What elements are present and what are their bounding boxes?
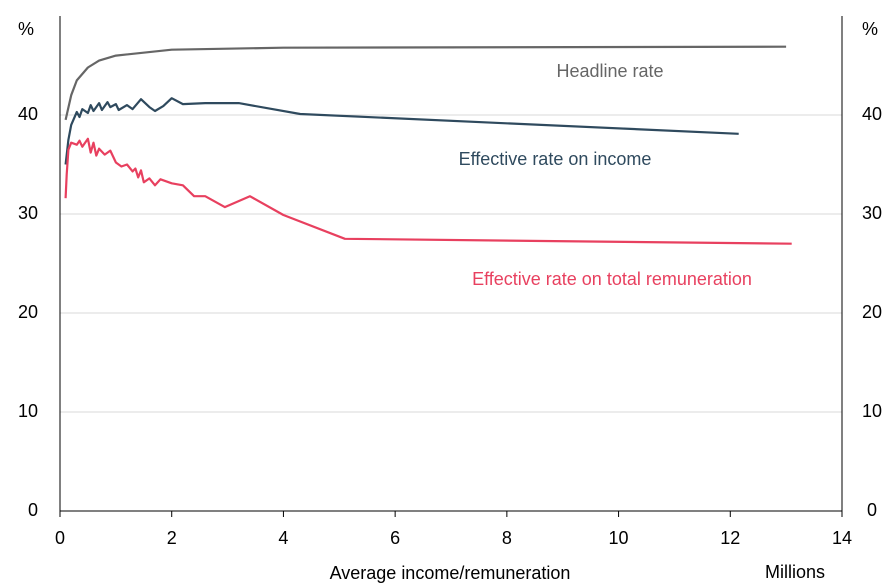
y-tick-label-right: 20	[862, 302, 882, 322]
x-unit: Millions	[765, 562, 825, 582]
y-tick-label: 0	[28, 500, 38, 520]
series-line	[64, 137, 792, 245]
x-tick-label: 8	[502, 528, 512, 548]
x-tick-label: 6	[390, 528, 400, 548]
y-tick-label-right: 40	[862, 104, 882, 124]
y-tick-label: 20	[18, 302, 38, 322]
x-tick-label: 0	[55, 528, 65, 548]
y-unit-right: %	[862, 19, 878, 39]
y-tick-label-right: 30	[862, 203, 882, 223]
y-unit-left: %	[18, 19, 34, 39]
y-tick-label-right: 0	[867, 500, 877, 520]
series-label: Effective rate on total remuneration	[472, 269, 752, 289]
x-axis-label: Average income/remuneration	[330, 563, 571, 583]
y-tick-label: 30	[18, 203, 38, 223]
series-line	[64, 45, 787, 121]
x-tick-label: 14	[832, 528, 852, 548]
x-tick-label: 4	[278, 528, 288, 548]
x-tick-label: 12	[720, 528, 740, 548]
x-tick-label: 10	[609, 528, 629, 548]
y-tick-label: 40	[18, 104, 38, 124]
y-tick-label-right: 10	[862, 401, 882, 421]
series-label: Effective rate on income	[459, 149, 652, 169]
x-tick-label: 2	[167, 528, 177, 548]
series-label: Headline rate	[556, 61, 663, 81]
series-line	[64, 97, 739, 165]
y-tick-label: 10	[18, 401, 38, 421]
